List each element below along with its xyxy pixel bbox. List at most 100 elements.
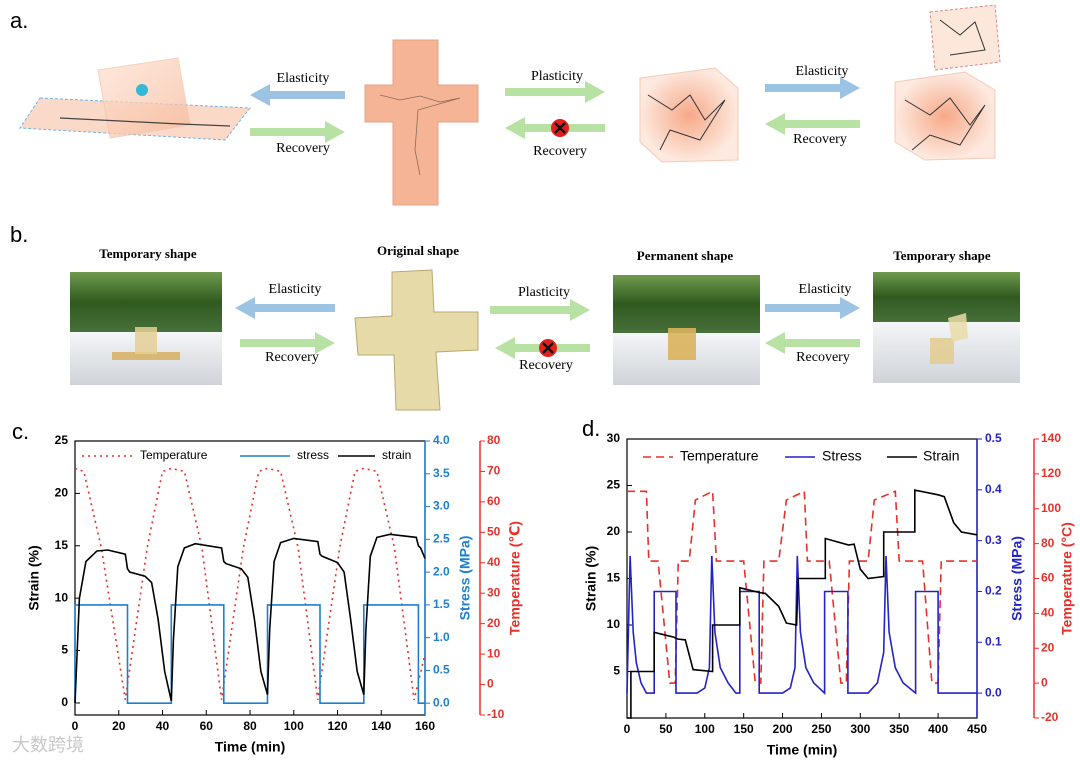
y-tick-label: 25	[55, 433, 69, 447]
panel-b: b. Temporary shape Elasticity Recovery O…	[10, 222, 1020, 411]
y-tick-label: 25	[607, 478, 621, 492]
photo	[70, 272, 222, 332]
cube	[639, 67, 739, 163]
x-tick-label: 140	[371, 719, 391, 733]
y3-tick-label: 60	[487, 494, 501, 508]
y3-tick-label: -20	[1041, 710, 1059, 724]
sample	[135, 327, 157, 354]
arrow-label: Recovery	[796, 350, 850, 365]
sample	[930, 338, 954, 364]
y3-axis-label: Temperature (°C)	[1059, 522, 1075, 635]
y3-tick-label: 20	[487, 616, 501, 630]
x-tick-label: 100	[695, 722, 715, 736]
y2-tick-label: 0.2	[985, 584, 1002, 598]
sample	[668, 328, 696, 360]
arrow-label: Plasticity	[518, 285, 570, 300]
arrow-label: Elasticity	[277, 71, 330, 86]
y3-tick-label: 30	[487, 585, 501, 599]
arrow-label: Plasticity	[531, 69, 583, 84]
cross	[364, 39, 479, 206]
legend-label: strain	[382, 448, 411, 462]
x-tick-label: 80	[243, 719, 257, 733]
y3-tick-label: 40	[487, 555, 501, 569]
x-tick-label: 350	[889, 722, 909, 736]
flap	[929, 4, 1001, 71]
arrow-label: Recovery	[533, 144, 587, 159]
x-tick-label: 450	[967, 722, 987, 736]
panel-a: a. Elasticity Recovery Plasticity Recove…	[10, 4, 1001, 206]
shape-label: Temporary shape	[99, 246, 197, 261]
y3-tick-label: 120	[1041, 466, 1061, 480]
arrow-recovery	[765, 113, 860, 135]
y2-tick-label: 0.0	[433, 695, 450, 709]
x-tick-label: 300	[850, 722, 870, 736]
x-tick-label: 0	[624, 722, 631, 736]
x-tick-label: 20	[112, 719, 126, 733]
chain	[379, 94, 461, 176]
y3-tick-label: 50	[487, 525, 501, 539]
y2-tick-label: 0.5	[433, 663, 450, 677]
arrow-elasticity	[250, 84, 345, 106]
panel-label: d.	[582, 416, 600, 441]
x-tick-label: 150	[734, 722, 754, 736]
shape-label: Temporary shape	[893, 248, 991, 263]
arrow-plasticity	[505, 81, 605, 103]
photo	[873, 272, 1020, 322]
y3-axis-label: Temperature (℃)	[507, 521, 523, 635]
x-tick-label: 50	[659, 722, 673, 736]
y2-tick-label: 3.5	[433, 466, 450, 480]
panel-label: c.	[12, 419, 29, 444]
y2-tick-label: 0.1	[985, 634, 1002, 648]
series-line	[74, 533, 426, 704]
legend-label: Temperature	[680, 448, 759, 464]
legend-label: Strain	[923, 448, 960, 464]
y-axis-label: Strain (%)	[583, 546, 599, 611]
sample	[112, 352, 180, 360]
arrow-label: Recovery	[276, 141, 330, 156]
x-tick-label: 60	[200, 719, 214, 733]
y2-tick-label: 0.3	[985, 533, 1002, 547]
arrow-label: Elasticity	[799, 282, 852, 297]
y3-tick-label: 0	[487, 677, 494, 691]
y2-axis-label: Stress (MPa)	[457, 536, 473, 621]
y-tick-label: 0	[61, 695, 68, 709]
y-tick-label: 5	[613, 664, 620, 678]
y-tick-label: 15	[55, 538, 69, 552]
y2-tick-label: 0.0	[985, 685, 1002, 699]
cube	[97, 57, 191, 139]
y3-tick-label: -10	[487, 707, 505, 721]
cube	[894, 71, 996, 161]
y2-tick-label: 3.0	[433, 499, 450, 513]
arrow-label: Elasticity	[269, 282, 322, 297]
watermark: 大数跨境	[12, 735, 84, 755]
chain	[939, 19, 986, 56]
x-axis-label: Time (min)	[767, 742, 838, 758]
y3-tick-label: 0	[1041, 675, 1048, 689]
series-line	[74, 467, 426, 700]
arrow-label: Recovery	[519, 358, 573, 373]
legend-label: stress	[297, 448, 329, 462]
y-tick-label: 5	[61, 643, 68, 657]
y3-tick-label: 140	[1041, 431, 1061, 445]
arrow-label: Recovery	[793, 132, 847, 147]
y2-tick-label: 0.4	[985, 482, 1002, 496]
arrow-elasticity	[235, 297, 335, 319]
y-tick-label: 10	[55, 590, 69, 604]
y3-tick-label: 10	[487, 646, 501, 660]
legend-label: Temperature	[140, 448, 208, 462]
y2-axis-label: Stress (MPa)	[1009, 536, 1025, 621]
y3-tick-label: 80	[487, 433, 501, 447]
arrow-elasticity	[765, 297, 860, 319]
x-tick-label: 100	[284, 719, 304, 733]
y-axis-label: Strain (%)	[26, 545, 42, 610]
y3-tick-label: 40	[1041, 606, 1055, 620]
y3-tick-label: 100	[1041, 501, 1061, 515]
series-line	[627, 490, 977, 684]
panel-label: a.	[10, 8, 28, 33]
shape-label: Permanent shape	[637, 248, 734, 263]
y2-tick-label: 1.0	[433, 630, 450, 644]
y3-tick-label: 20	[1041, 640, 1055, 654]
arrow-recovery	[765, 332, 860, 354]
